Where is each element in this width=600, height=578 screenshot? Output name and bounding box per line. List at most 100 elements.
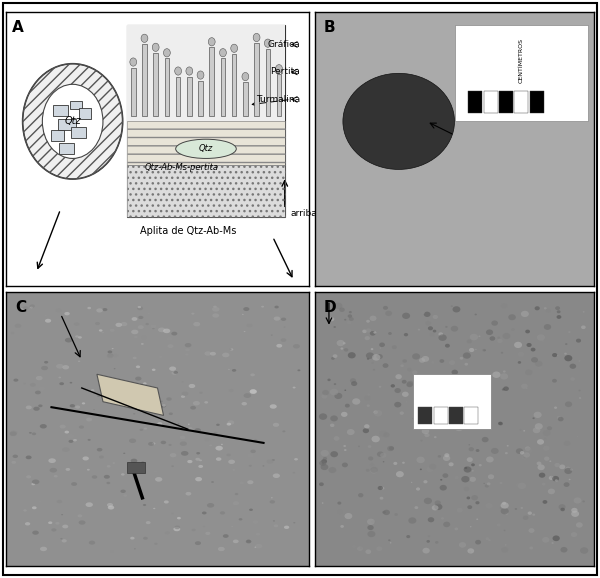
Ellipse shape — [432, 505, 439, 510]
Ellipse shape — [367, 394, 370, 396]
Ellipse shape — [62, 447, 70, 452]
Ellipse shape — [123, 453, 125, 454]
Ellipse shape — [343, 518, 350, 524]
Ellipse shape — [402, 462, 405, 464]
Ellipse shape — [525, 329, 530, 334]
Ellipse shape — [205, 532, 211, 535]
Ellipse shape — [10, 431, 17, 435]
Ellipse shape — [141, 336, 147, 339]
Ellipse shape — [244, 331, 245, 332]
Ellipse shape — [431, 420, 437, 425]
Ellipse shape — [337, 340, 344, 346]
Ellipse shape — [437, 380, 441, 384]
Ellipse shape — [56, 364, 64, 369]
Ellipse shape — [471, 495, 478, 501]
Ellipse shape — [330, 451, 338, 457]
Ellipse shape — [525, 369, 533, 375]
Ellipse shape — [455, 528, 458, 531]
Ellipse shape — [521, 311, 529, 317]
Ellipse shape — [114, 368, 115, 369]
Bar — [59, 143, 74, 154]
Ellipse shape — [146, 521, 151, 524]
Ellipse shape — [557, 416, 562, 420]
Ellipse shape — [439, 359, 444, 363]
Ellipse shape — [535, 361, 542, 367]
Ellipse shape — [170, 453, 176, 457]
Ellipse shape — [383, 461, 385, 462]
Ellipse shape — [420, 469, 422, 470]
Ellipse shape — [26, 406, 32, 409]
Ellipse shape — [185, 353, 188, 355]
Ellipse shape — [357, 546, 363, 551]
Ellipse shape — [26, 475, 31, 479]
Ellipse shape — [293, 472, 295, 473]
Ellipse shape — [247, 453, 254, 457]
Ellipse shape — [319, 413, 327, 420]
Ellipse shape — [553, 535, 560, 541]
Ellipse shape — [32, 506, 37, 509]
Ellipse shape — [443, 423, 448, 427]
Ellipse shape — [167, 344, 173, 348]
Ellipse shape — [379, 343, 385, 347]
Ellipse shape — [471, 464, 475, 466]
Ellipse shape — [322, 463, 324, 465]
Ellipse shape — [99, 329, 103, 332]
Ellipse shape — [343, 445, 346, 447]
Ellipse shape — [86, 417, 92, 421]
Ellipse shape — [371, 348, 373, 350]
Ellipse shape — [451, 396, 458, 401]
Bar — [243, 82, 248, 116]
Ellipse shape — [467, 339, 472, 343]
Ellipse shape — [221, 444, 223, 445]
Ellipse shape — [464, 363, 468, 366]
Ellipse shape — [463, 421, 471, 427]
Ellipse shape — [506, 445, 509, 447]
Ellipse shape — [151, 325, 156, 328]
Ellipse shape — [175, 525, 180, 529]
Ellipse shape — [256, 533, 260, 536]
Ellipse shape — [274, 317, 280, 321]
Ellipse shape — [497, 524, 500, 527]
Ellipse shape — [460, 357, 463, 360]
Ellipse shape — [393, 426, 397, 429]
Ellipse shape — [475, 349, 477, 350]
Bar — [449, 407, 463, 424]
Ellipse shape — [322, 390, 329, 395]
Ellipse shape — [428, 326, 433, 331]
Ellipse shape — [173, 527, 180, 531]
Ellipse shape — [23, 509, 27, 512]
Ellipse shape — [143, 412, 147, 414]
Ellipse shape — [364, 424, 370, 428]
Ellipse shape — [191, 313, 194, 314]
Ellipse shape — [32, 480, 40, 484]
Ellipse shape — [452, 306, 460, 313]
Ellipse shape — [133, 357, 137, 359]
Ellipse shape — [377, 486, 383, 490]
Ellipse shape — [389, 446, 394, 450]
Ellipse shape — [64, 312, 70, 316]
Ellipse shape — [342, 462, 348, 468]
Ellipse shape — [402, 313, 410, 319]
Ellipse shape — [449, 360, 455, 365]
Ellipse shape — [50, 468, 57, 473]
Ellipse shape — [347, 321, 351, 324]
Ellipse shape — [560, 507, 565, 511]
Ellipse shape — [115, 323, 122, 327]
Ellipse shape — [395, 374, 402, 379]
Ellipse shape — [546, 309, 551, 313]
Ellipse shape — [159, 356, 162, 358]
Ellipse shape — [322, 394, 328, 399]
Ellipse shape — [385, 417, 388, 419]
Ellipse shape — [107, 353, 113, 357]
Ellipse shape — [552, 379, 557, 383]
Bar — [464, 407, 478, 424]
Ellipse shape — [169, 366, 176, 371]
Ellipse shape — [106, 481, 110, 484]
Ellipse shape — [45, 314, 47, 316]
Ellipse shape — [272, 459, 275, 461]
Ellipse shape — [155, 477, 163, 481]
Ellipse shape — [373, 369, 375, 370]
Ellipse shape — [175, 67, 182, 75]
Ellipse shape — [366, 353, 374, 359]
Ellipse shape — [518, 351, 524, 357]
